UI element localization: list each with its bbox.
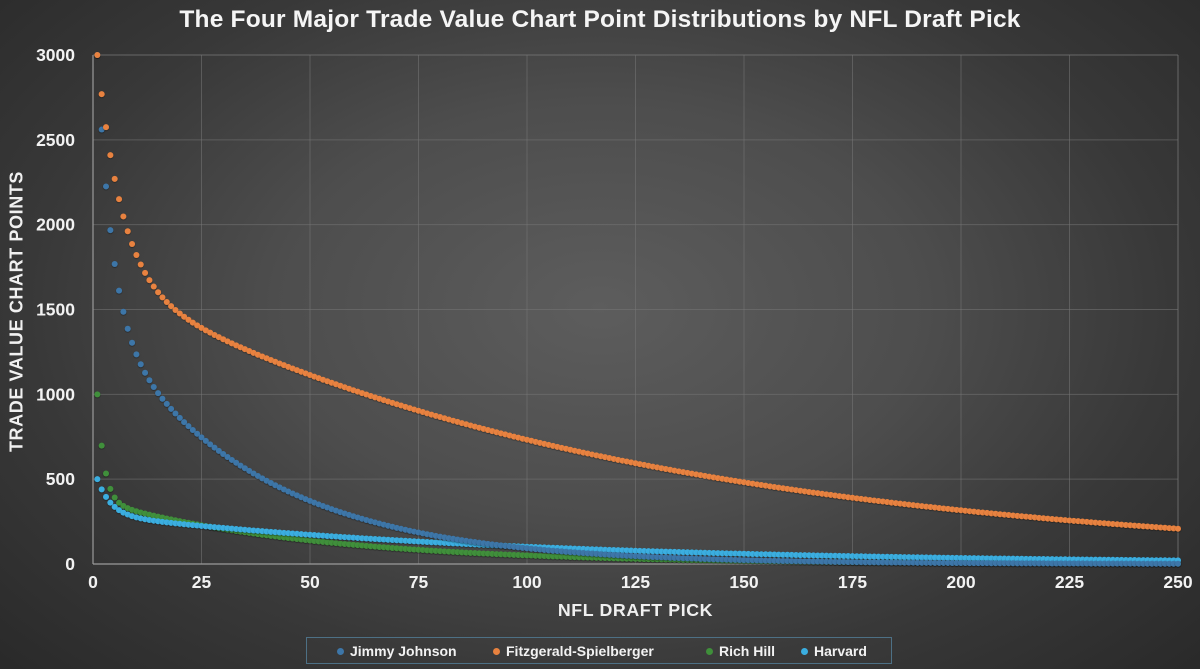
svg-text:100: 100	[512, 572, 541, 592]
svg-text:1000: 1000	[36, 384, 75, 404]
svg-text:25: 25	[192, 572, 212, 592]
svg-text:0: 0	[88, 572, 98, 592]
svg-text:200: 200	[946, 572, 975, 592]
svg-text:150: 150	[729, 572, 758, 592]
svg-text:75: 75	[409, 572, 429, 592]
svg-text:225: 225	[1055, 572, 1084, 592]
svg-text:3000: 3000	[36, 45, 75, 65]
svg-text:1500: 1500	[36, 300, 75, 320]
svg-text:500: 500	[46, 469, 75, 489]
svg-text:175: 175	[838, 572, 867, 592]
svg-text:125: 125	[621, 572, 650, 592]
svg-text:2500: 2500	[36, 130, 75, 150]
svg-text:2000: 2000	[36, 215, 75, 235]
svg-text:50: 50	[300, 572, 320, 592]
svg-text:250: 250	[1163, 572, 1192, 592]
svg-text:0: 0	[65, 554, 75, 574]
